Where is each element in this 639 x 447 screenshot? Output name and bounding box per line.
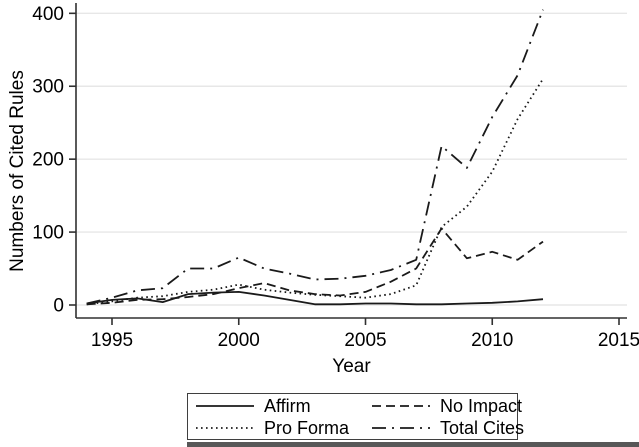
x-tick-label: 2000 — [218, 330, 260, 351]
legend: Affirm No Impact Pro Forma Total Cites — [187, 393, 524, 440]
x-tick-label: 2015 — [598, 330, 639, 351]
gridlines — [76, 12, 627, 306]
x-tick-label: 2005 — [344, 330, 386, 351]
pro-forma-line-swatch-icon — [196, 427, 254, 429]
legend-item-affirm: Affirm — [188, 397, 364, 415]
y-tick-label: 400 — [32, 4, 64, 25]
cropped-edge-strip — [187, 442, 639, 447]
legend-label: Total Cites — [440, 418, 525, 438]
x-tick-label: 2010 — [471, 330, 513, 351]
series-line-pro-forma — [86, 78, 544, 306]
y-tick-label: 200 — [32, 150, 64, 171]
legend-label: Affirm — [264, 396, 311, 416]
plot-area: 0 100 200 300 400 1995 2000 2005 2010 2015 — [32, 3, 639, 351]
affirm-line-swatch-icon — [196, 405, 254, 407]
y-tick-label: 300 — [32, 77, 64, 98]
x-axis-title: Year — [332, 356, 371, 377]
legend-item-pro-forma: Pro Forma — [188, 419, 364, 437]
series-line-no-impact — [86, 227, 544, 306]
legend-item-no-impact: No Impact — [364, 397, 524, 415]
legend-item-total-cites: Total Cites — [364, 419, 524, 437]
x-tick-label: 1995 — [91, 330, 133, 351]
y-axis-title: Numbers of Cited Rules — [7, 70, 28, 272]
series-line-total-cites — [86, 9, 544, 305]
legend-label: Pro Forma — [264, 418, 350, 438]
legend-label: No Impact — [440, 396, 523, 416]
y-tick-label: 100 — [32, 223, 64, 244]
series-line-affirm — [86, 290, 544, 306]
y-tick-label: 0 — [53, 296, 64, 317]
no-impact-line-swatch-icon — [372, 405, 430, 407]
total-cites-line-swatch-icon — [372, 427, 430, 429]
axes: 0 100 200 300 400 1995 2000 2005 2010 2015 — [32, 3, 639, 351]
